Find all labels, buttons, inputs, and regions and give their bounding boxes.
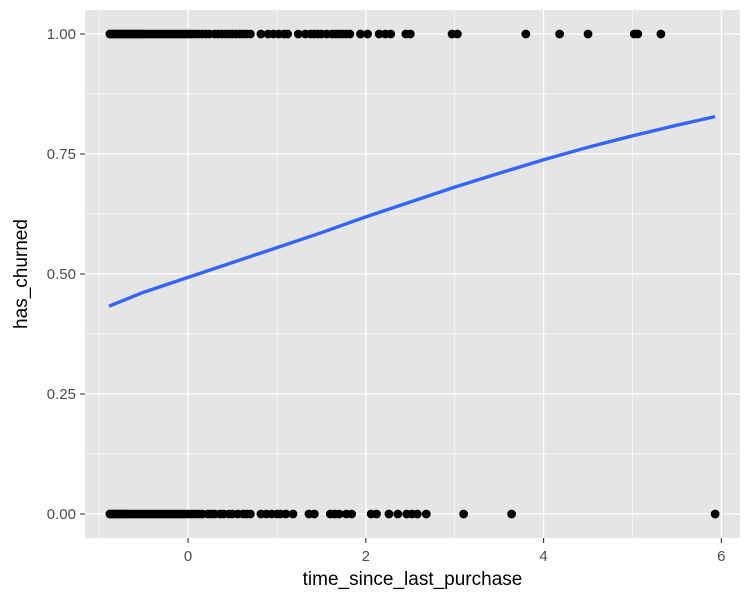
- data-point: [283, 29, 293, 39]
- data-point: [374, 29, 384, 39]
- data-point: [345, 29, 355, 39]
- x-tick-label: 6: [717, 548, 725, 565]
- x-tick-label: 0: [184, 548, 192, 565]
- data-point: [347, 509, 357, 519]
- data-point: [633, 29, 643, 39]
- data-point: [710, 509, 720, 519]
- data-point: [281, 509, 291, 519]
- data-point: [656, 29, 666, 39]
- data-point: [405, 29, 415, 39]
- data-point: [386, 29, 396, 39]
- data-point: [293, 29, 303, 39]
- x-tick-label: 2: [362, 548, 370, 565]
- axis-ticks: [80, 33, 722, 543]
- data-point: [452, 29, 462, 39]
- data-point: [421, 509, 431, 519]
- data-point: [372, 509, 381, 519]
- y-tick-label: 0.25: [47, 386, 76, 403]
- data-point: [459, 509, 469, 519]
- trend-line: [108, 114, 716, 308]
- data-point: [288, 509, 298, 519]
- data-point: [507, 509, 516, 519]
- data-point: [256, 29, 266, 39]
- data-point: [334, 509, 344, 519]
- data-point: [393, 509, 403, 519]
- data-point: [245, 509, 255, 519]
- tick-labels: 0 2 4 6 0.00 0.25 0.50 0.75 1.00: [47, 26, 726, 565]
- y-tick-label: 0.75: [47, 146, 76, 163]
- x-axis-title: time_since_last_purchase: [303, 569, 523, 590]
- major-gridlines: [85, 10, 740, 538]
- data-point: [583, 29, 593, 39]
- data-point: [363, 29, 373, 39]
- y-tick-label: 1.00: [47, 26, 76, 43]
- data-point: [245, 29, 255, 39]
- data-point: [555, 29, 564, 39]
- data-point: [521, 29, 531, 39]
- data-point: [412, 509, 422, 519]
- data-point: [309, 509, 319, 519]
- y-tick-label: 0.00: [47, 506, 76, 523]
- data-points: [105, 29, 720, 519]
- y-tick-label: 0.50: [47, 266, 76, 283]
- y-axis-title: has_churned: [11, 219, 32, 329]
- data-point: [384, 509, 394, 519]
- x-tick-label: 4: [539, 548, 547, 565]
- data-point: [356, 29, 365, 39]
